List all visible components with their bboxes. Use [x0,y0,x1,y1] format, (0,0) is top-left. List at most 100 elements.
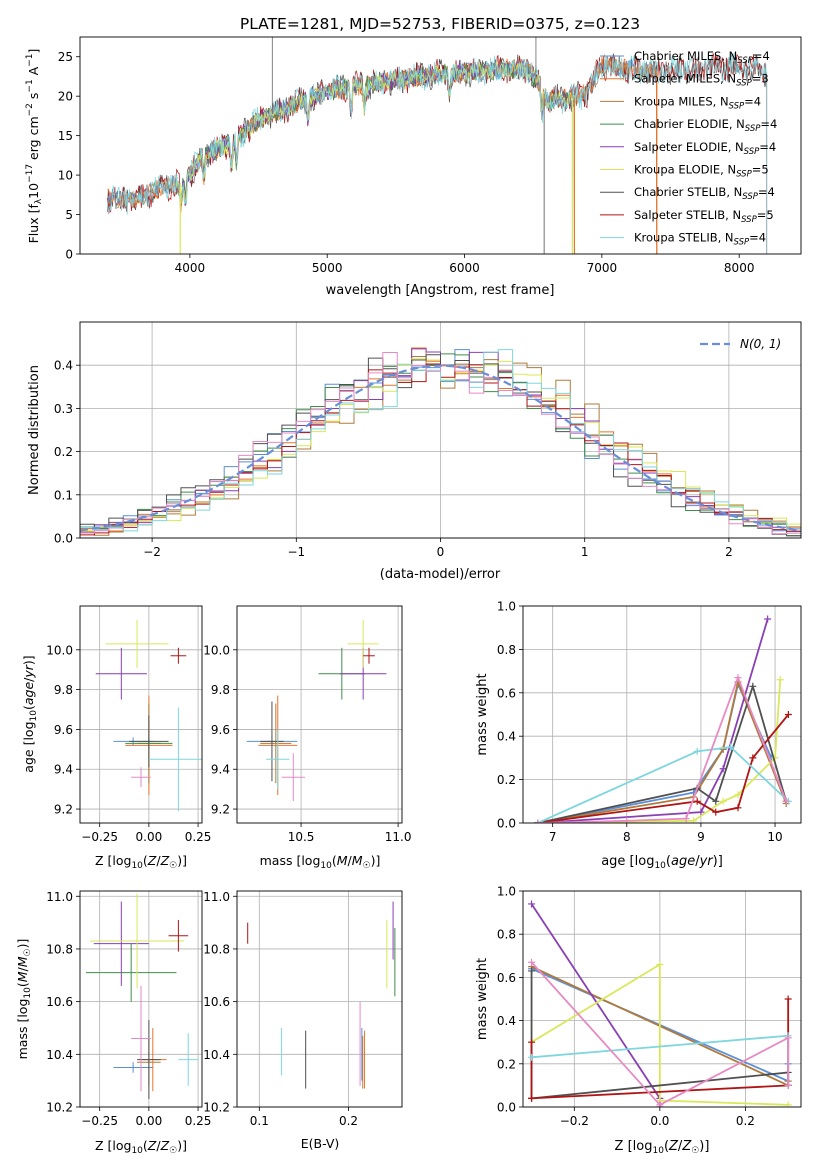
y-tick-label: 0.2 [497,1057,516,1071]
weight-marker [784,1034,792,1042]
y-tick-label: 10.6 [46,995,73,1009]
x-tick-label: 4000 [175,261,206,275]
gaussian-curve [80,364,801,532]
axes-frame [79,890,203,1108]
weight-marker [623,817,631,823]
y-tick-label: 10.6 [203,995,230,1009]
y-tick-label: 0.2 [497,773,516,787]
spectrum-legend: Chabrier MILES, NSSP=4 Salpeter MILES, NS… [600,49,777,248]
z-age-ylabel: age [log10(age/yr)] [21,655,39,772]
y-tick-label: 9.6 [54,723,73,737]
x-tick-label: 0.2 [736,1114,755,1128]
weight-marker [776,676,784,684]
y-tick-label: 0.0 [497,1101,516,1115]
plot-area-mass-age [246,619,387,802]
figure-title: PLATE=1281, MJD=52753, FIBERID=0375, z=0… [240,15,640,33]
plot-area-residuals [80,347,801,538]
legend-label: Kroupa ELODIE, NSSP=5 [634,163,769,180]
axes-frame [522,605,802,824]
x-tick-label: 7000 [587,261,618,275]
y-tick-label: 0.6 [497,686,516,700]
weight-marker [534,819,542,823]
weight-line [537,679,782,823]
weight-line [537,746,790,823]
weight-marker [784,1081,792,1089]
y-tick-label: 0.0 [497,817,516,831]
y-tick-label: 1.0 [497,885,516,899]
y-tick-label: 9.8 [54,683,73,697]
weight-marker [656,960,664,968]
ebv-mass-xlabel: E(B-V) [301,1136,340,1151]
weight-marker [528,1053,536,1061]
axes-residuals: −2 −1 0 1 2 0.0 0.1 0.2 0.3 0.4 [54,321,802,559]
x-tick-label: −0.25 [81,1114,118,1128]
spectrum-line [107,52,768,254]
weight-marker [727,743,735,751]
plot-area-z-mass [85,893,199,1100]
weight-marker [528,958,536,966]
x-tick-label: 0.2 [339,1114,358,1128]
x-tick-label: 8 [623,830,631,844]
x-tick-label: −0.2 [560,1114,589,1128]
z-weight-ylabel: mass weight [475,958,490,1040]
y-tick-label: 10.4 [46,1048,73,1062]
axes-frame [79,321,802,539]
axes-frame [79,605,203,824]
weight-marker [782,797,790,805]
age-weight-xlabel: age [log10(age/yr)] [601,854,723,871]
z-mass-ylabel: mass [log10(M/M☉)] [15,939,33,1060]
y-tick-label: 10.8 [203,942,230,956]
y-tick-label: 10 [58,169,73,183]
legend-label: Chabrier ELODIE, NSSP=4 [634,117,777,134]
x-tick-label: 0.25 [185,830,212,844]
y-tick-label: 10.2 [46,1101,73,1115]
y-tick-label: 1.0 [497,600,516,614]
plot-area-spectrum [107,37,768,254]
y-tick-label: 0.2 [54,445,73,459]
y-tick-label: 11.0 [203,890,230,904]
x-tick-label: 10 [767,830,782,844]
y-tick-label: 9.2 [211,803,230,817]
y-tick-label: 10.4 [203,1048,230,1062]
weight-marker [656,1101,664,1107]
weight-marker [784,995,792,1003]
y-tick-label: 11.0 [46,890,73,904]
weight-marker [528,900,536,908]
y-tick-label: 10.2 [203,1101,230,1115]
x-tick-label: 2 [725,545,733,559]
axes-mass-age: 10.5 11.0 9.2 9.4 9.6 9.8 10.0 [203,605,411,844]
weight-marker [693,747,701,755]
y-tick-label: 15 [58,129,73,143]
x-tick-label: 0.25 [185,1114,212,1128]
y-tick-label: 10.8 [46,942,73,956]
x-tick-label: 7 [549,830,557,844]
y-tick-label: 9.8 [211,683,230,697]
legend-label: Salpeter ELODIE, NSSP=4 [634,140,776,157]
y-tick-label: 0 [65,248,73,262]
x-tick-label: 0.00 [136,830,163,844]
weight-marker [712,808,720,816]
y-tick-label: 9.2 [54,803,73,817]
axes-ebv-mass: 0.1 0.2 10.2 10.4 10.6 10.8 11.0 [203,890,403,1128]
weight-marker [749,754,757,762]
plot-area-age-weight [534,615,792,823]
y-tick-label: 10.0 [46,643,73,657]
y-tick-label: 0.3 [54,402,73,416]
weight-line [537,618,769,823]
x-tick-label: 9 [697,830,705,844]
y-tick-label: 9.4 [54,763,73,777]
weight-marker [764,615,772,623]
legend-label: Chabrier MILES, NSSP=4 [634,49,770,66]
weight-marker [693,797,701,805]
residuals-ylabel: Normed distribution [27,365,42,495]
y-tick-label: 25 [58,50,73,64]
z-mass-xlabel: Z [log10(Z/Z☉)] [95,1138,187,1156]
weight-marker [734,674,742,682]
y-tick-label: 0.8 [497,643,516,657]
y-tick-label: 0.8 [497,928,516,942]
x-tick-label: 0.1 [250,1114,269,1128]
weight-marker [528,967,536,975]
histogram-step [80,354,801,538]
axes-frame [79,36,802,255]
plot-area-ebv-mass [247,901,396,1089]
